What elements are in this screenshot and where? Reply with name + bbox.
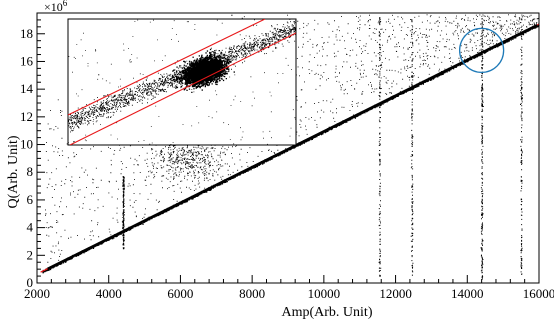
y-tick-label: 4	[27, 220, 34, 235]
vertical-streak	[378, 17, 382, 277]
x-tick-label: 8000	[239, 286, 265, 301]
x-tick-label: 16000	[523, 286, 554, 301]
y-axis-title: Q(Arb. Unit)	[6, 135, 21, 208]
x-tick-label: 14000	[451, 286, 484, 301]
streaks-layer	[121, 16, 523, 280]
y-tick-label: 10	[20, 137, 33, 152]
x-axis: 2000 4000 6000 8000 10000 12000 14000 16000	[24, 275, 554, 301]
y-multiplier: ×106	[44, 0, 68, 14]
x-tick-label: 4000	[96, 286, 122, 301]
x-tick-label: 12000	[379, 286, 412, 301]
highlight-circle	[458, 27, 505, 74]
y-tick-label: 18	[20, 26, 33, 41]
y-tick-label: 2	[27, 247, 34, 262]
y-multiplier-exponent: 6	[63, 0, 68, 8]
x-tick-label: 6000	[167, 286, 193, 301]
fit-line-layer	[40, 23, 540, 273]
circle-layer	[458, 27, 505, 74]
x-tick-label: 10000	[308, 286, 341, 301]
x-axis-title: Amp(Arb. Unit)	[282, 305, 373, 320]
inset-lower-boundary	[69, 32, 296, 145]
y-tick-label: 6	[27, 192, 34, 207]
y-tick-label: 12	[20, 109, 33, 124]
inset-upper-boundary	[68, 19, 266, 116]
y-tick-label: 14	[20, 81, 34, 96]
vertical-streak	[410, 19, 414, 276]
vertical-streak	[121, 176, 125, 250]
y-tick-label: 8	[27, 164, 34, 179]
x-tick-label: 2000	[24, 286, 50, 301]
main-band	[47, 23, 538, 270]
y-multiplier-base: ×10	[44, 0, 63, 14]
inset	[67, 18, 297, 146]
vertical-streak	[520, 16, 523, 275]
vertical-streak	[480, 18, 484, 280]
y-axis: 0 2 4 6 8 10 12 14 16 18	[20, 12, 45, 290]
y-tick-label: 16	[20, 53, 34, 68]
y-tick-label: 0	[27, 275, 34, 290]
plot-frame	[36, 12, 540, 284]
inset-points	[68, 19, 296, 145]
inset-content	[68, 19, 296, 145]
